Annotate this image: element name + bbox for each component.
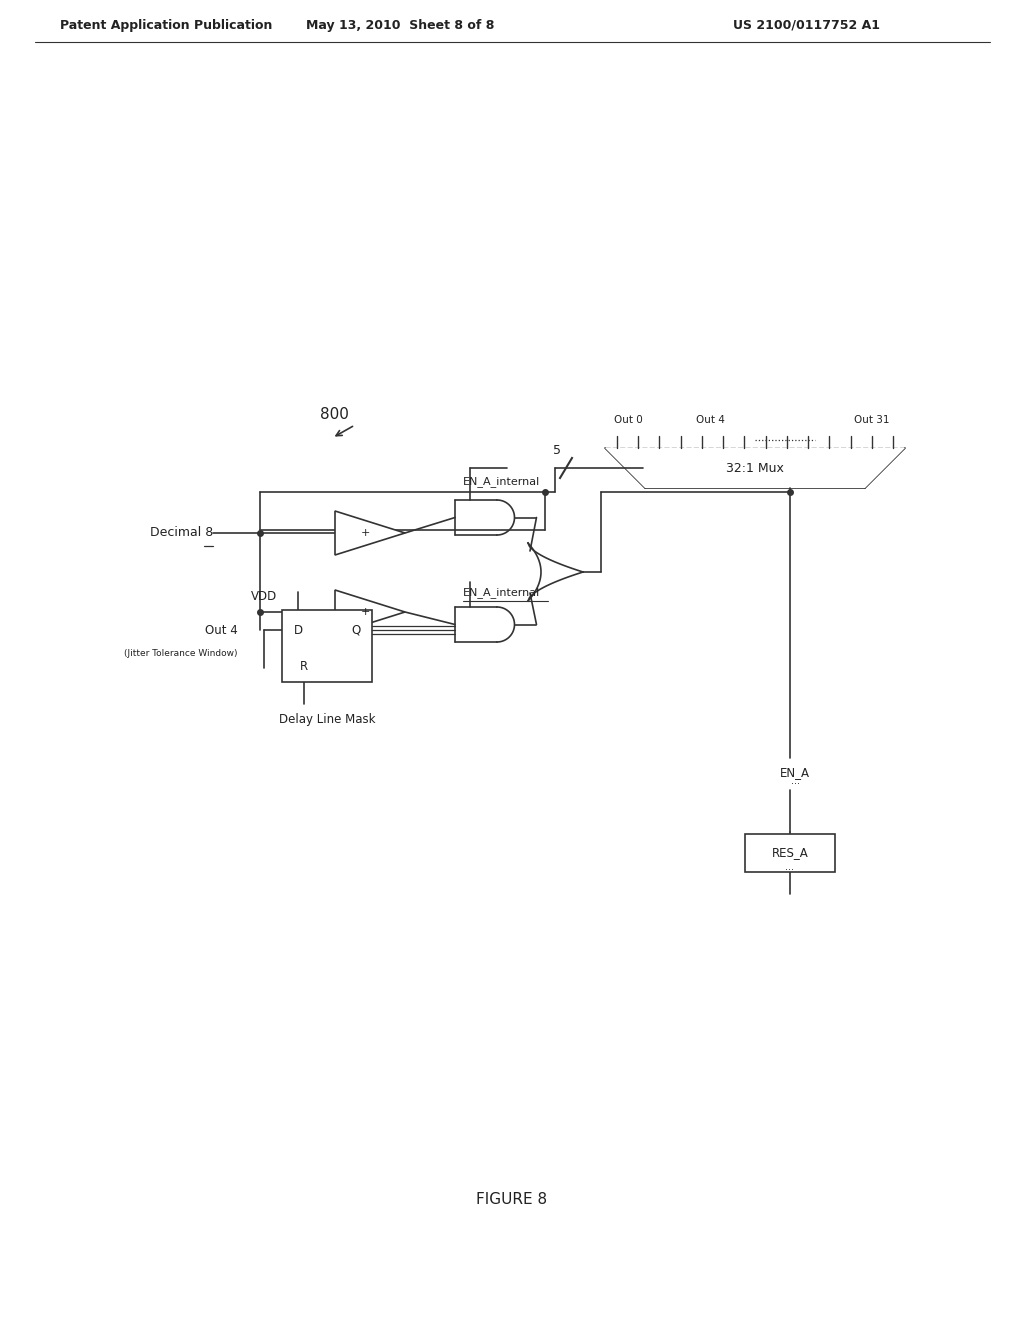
Text: D: D: [294, 623, 302, 636]
Text: Out 31: Out 31: [854, 414, 890, 425]
Text: 32:1 Mux: 32:1 Mux: [726, 462, 784, 474]
Text: US 2100/0117752 A1: US 2100/0117752 A1: [733, 18, 880, 32]
Polygon shape: [605, 447, 905, 488]
Text: VDD: VDD: [251, 590, 278, 602]
Text: Out 4: Out 4: [695, 414, 724, 425]
Polygon shape: [528, 543, 583, 601]
Text: Out 4: Out 4: [205, 623, 238, 636]
Text: EN_A_internal: EN_A_internal: [463, 587, 541, 598]
Text: FIGURE 8: FIGURE 8: [476, 1192, 548, 1208]
Text: RES_A: RES_A: [772, 846, 808, 859]
Text: May 13, 2010  Sheet 8 of 8: May 13, 2010 Sheet 8 of 8: [306, 18, 495, 32]
Text: ...: ...: [791, 776, 800, 785]
Text: +: +: [360, 607, 370, 616]
Text: Decimal 8: Decimal 8: [150, 527, 213, 540]
Text: EN_A: EN_A: [780, 767, 810, 780]
Text: +: +: [360, 528, 370, 539]
Text: Out 0: Out 0: [613, 414, 642, 425]
Polygon shape: [335, 590, 406, 634]
Bar: [282, 610, 372, 682]
Text: EN_A_internal: EN_A_internal: [463, 477, 541, 487]
Text: 800: 800: [319, 408, 349, 422]
Text: Patent Application Publication: Patent Application Publication: [60, 18, 272, 32]
Text: ...: ...: [785, 862, 795, 873]
Text: R: R: [300, 660, 308, 673]
Text: Q: Q: [351, 623, 360, 636]
Text: Delay Line Mask: Delay Line Mask: [279, 714, 375, 726]
Text: (Jitter Tolerance Window): (Jitter Tolerance Window): [125, 649, 238, 659]
Polygon shape: [335, 511, 406, 554]
Bar: [745, 834, 835, 873]
Text: 5: 5: [553, 444, 561, 457]
